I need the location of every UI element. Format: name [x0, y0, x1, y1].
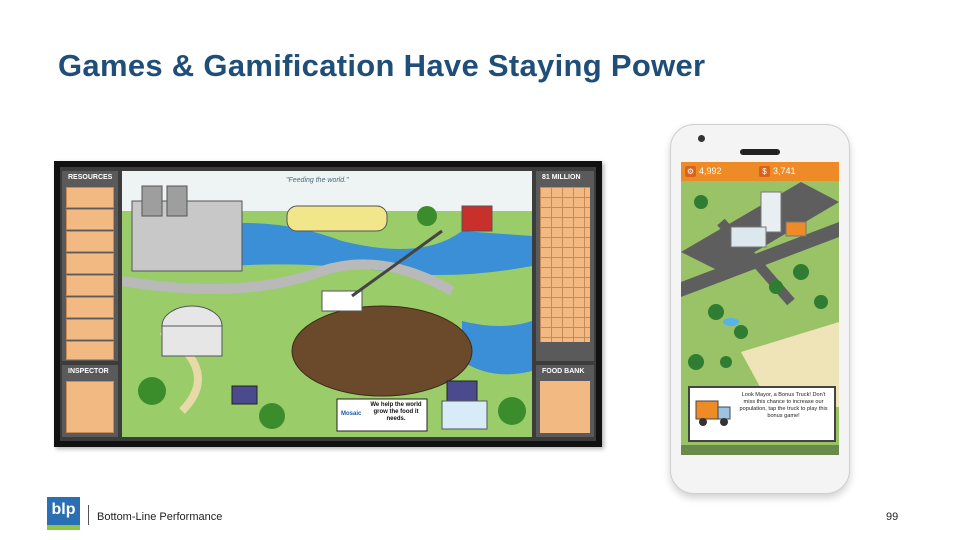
- inspector-label: INSPECTOR: [68, 368, 109, 375]
- money-stat: $3,741: [759, 165, 796, 178]
- resources-panel: RESOURCES: [62, 171, 118, 361]
- resources-label: RESOURCES: [68, 174, 113, 181]
- population-icon: ⚙: [685, 166, 696, 178]
- mosaic-sign-brand: Mosaic: [341, 411, 362, 417]
- bonus-truck-dialog[interactable]: Look Mayor, a Bonus Truck! Don't miss th…: [688, 386, 836, 442]
- game-status-bar: ⚙ 4,992 $3,741: [681, 162, 839, 181]
- blp-logo: blp: [47, 497, 80, 530]
- bonus-truck-message: Look Mayor, a Bonus Truck! Don't miss th…: [739, 392, 828, 419]
- page-number: 99: [886, 511, 899, 523]
- food-bank-label: FOOD BANK: [542, 368, 585, 375]
- phone-screen: ⚙ 4,992 $3,741 Look Mayor, a Bonus Truck!…: [681, 162, 839, 455]
- population-stat: ⚙ 4,992: [685, 165, 722, 178]
- speaker-grille: [740, 149, 780, 155]
- population-value: 4,992: [699, 166, 722, 176]
- million-panel: 81 MILLION: [536, 171, 594, 361]
- money-icon: $: [759, 166, 770, 178]
- inspector-panel: INSPECTOR: [62, 365, 118, 437]
- money-value: 3,741: [773, 166, 796, 176]
- million-label: 81 MILLION: [542, 174, 581, 181]
- footer-divider: [88, 505, 89, 525]
- truck-icon[interactable]: [694, 397, 734, 431]
- map-illustration: [122, 171, 532, 437]
- board-game-image: RESOURCES INSPECTOR: [54, 161, 602, 447]
- map-tagline: "Feeding the world.": [286, 177, 349, 184]
- phone-mockup: ⚙ 4,992 $3,741 Look Mayor, a Bonus Truck!…: [670, 124, 850, 494]
- food-bank-panel: FOOD BANK: [536, 365, 594, 437]
- board-map: "Feeding the world." Mosaic We help the …: [122, 171, 532, 437]
- mosaic-sign-text: We help the world grow the food it needs…: [370, 402, 422, 422]
- camera-icon: [698, 135, 705, 142]
- logo-text: blp: [51, 501, 76, 518]
- slide-title: Games & Gamification Have Staying Power: [58, 48, 706, 83]
- company-name: Bottom-Line Performance: [97, 511, 223, 523]
